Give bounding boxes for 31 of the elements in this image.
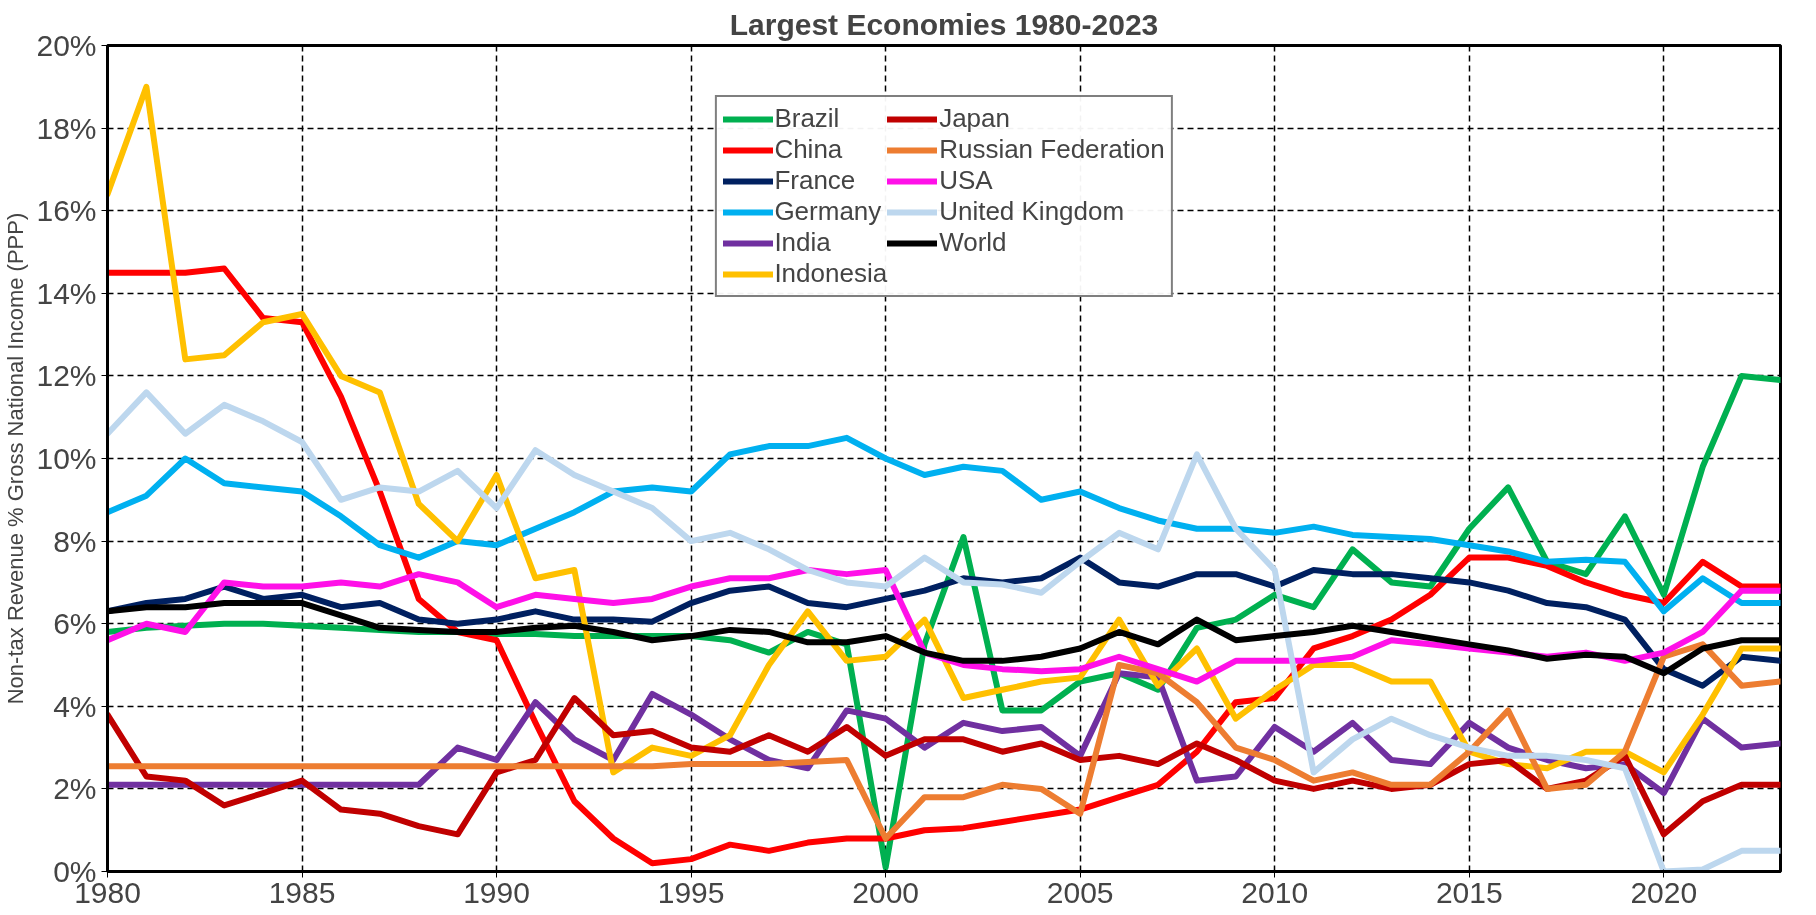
y-tick-label: 18%	[36, 111, 97, 145]
y-axis-title: Non-tax Revenue % Gross National Income (PPP)	[3, 212, 29, 705]
legend-label: Germany	[774, 196, 882, 227]
legend-label: France	[774, 165, 856, 196]
legend-label: USA	[939, 165, 993, 196]
legend-label: Russian Federation	[939, 134, 1165, 165]
y-tick-label: 2%	[53, 772, 97, 806]
legend-label: Japan	[939, 103, 1010, 134]
x-tick-label: 2015	[1435, 875, 1503, 909]
chart-title: Largest Economies 1980-2023	[729, 7, 1159, 41]
legend-label: World	[939, 227, 1007, 258]
x-tick-label: 2010	[1241, 875, 1309, 909]
legend-label: Brazil	[774, 103, 840, 134]
legend-label: India	[774, 227, 831, 258]
x-tick-label: 1990	[463, 875, 530, 909]
y-tick-label: 20%	[36, 29, 97, 62]
y-tick-label: 6%	[53, 607, 97, 641]
x-tick-label: 1995	[657, 875, 725, 909]
legend-label: Indonesia	[774, 258, 888, 289]
legend-label: United Kingdom	[939, 196, 1125, 227]
legend-label: China	[774, 134, 843, 165]
y-tick-label: 10%	[36, 442, 97, 475]
x-tick-label: 2020	[1630, 875, 1698, 909]
y-tick-label: 16%	[36, 194, 97, 228]
y-tick-label: 14%	[36, 276, 97, 310]
y-tick-label: 12%	[36, 359, 97, 393]
y-tick-label: 4%	[53, 689, 97, 723]
x-tick-label: 1985	[268, 875, 336, 909]
y-tick-label: 8%	[53, 524, 97, 558]
x-tick-label: 2000	[852, 875, 920, 909]
x-tick-label: 2005	[1046, 875, 1114, 909]
